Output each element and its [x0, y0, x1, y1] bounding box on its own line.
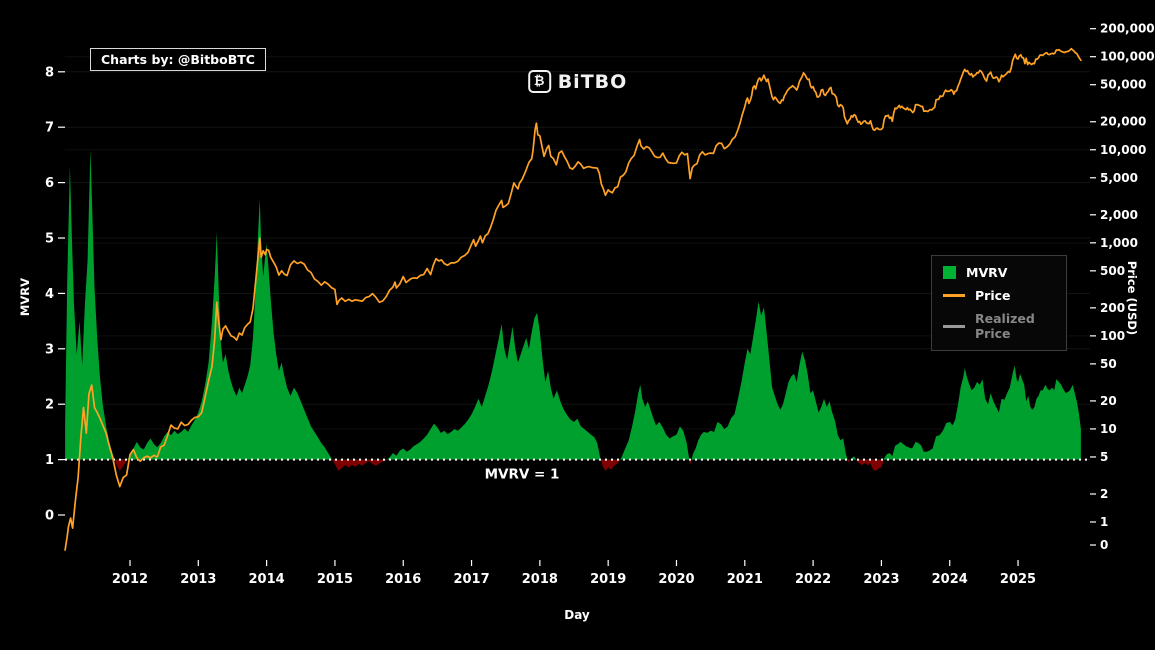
y-right-tick-label: 200 — [1100, 301, 1125, 315]
credit-text: Charts by: @BitboBTC — [101, 52, 255, 67]
gridlines — [65, 56, 1090, 461]
bitbo-logo: ₿ BiTBO — [527, 70, 628, 93]
x-tick-label: 2015 — [317, 572, 353, 587]
legend-swatch-mvrv — [943, 266, 956, 279]
y-right-tick-label: 20 — [1100, 394, 1117, 408]
y-right-tick-label: 10,000 — [1100, 143, 1146, 157]
mvrv-area-above-1 — [65, 149, 1081, 460]
y-left-tick-label: 0 — [45, 509, 54, 524]
x-tick-label: 2013 — [180, 572, 216, 587]
bitbo-logo-text: BiTBO — [557, 70, 628, 93]
x-tick-label: 2020 — [658, 572, 694, 587]
x-tick-label: 2022 — [795, 572, 831, 587]
y-left-axis-title: MVRV — [18, 278, 32, 316]
bitbo-logo-icon: ₿ — [527, 70, 551, 93]
x-tick-label: 2016 — [385, 572, 421, 587]
legend-label-price: Price — [975, 288, 1011, 303]
legend-item-price[interactable]: Price — [943, 288, 1055, 303]
price-line — [64, 47, 1082, 551]
y-right-tick-label: 2 — [1100, 487, 1108, 501]
x-tick-label: 2024 — [932, 572, 968, 587]
y-right-tick-label: 1 — [1100, 515, 1108, 529]
y-left-tick-label: 6 — [45, 176, 54, 191]
y-right-tick-label: 20,000 — [1100, 115, 1146, 129]
y-right-tick-label: 50,000 — [1100, 78, 1146, 92]
y-right-tick-label: 10 — [1100, 422, 1117, 436]
legend-swatch-price — [943, 294, 965, 297]
x-tick-label: 2014 — [249, 572, 285, 587]
y-left-tick-label: 4 — [45, 287, 54, 302]
mvrv-equals-1-annotation: MVRV = 1 — [485, 467, 560, 483]
x-tick-label: 2025 — [1000, 572, 1036, 587]
y-right-tick-label: 100,000 — [1100, 50, 1155, 64]
y-right-tick-label: 1,000 — [1100, 236, 1138, 250]
y-right-tick-label: 200,000 — [1100, 22, 1155, 36]
x-axis-title: Day — [564, 608, 590, 622]
y-left-tick-label: 1 — [45, 453, 54, 468]
x-tick-label: 2019 — [590, 572, 626, 587]
y-right-tick-label: 2,000 — [1100, 208, 1138, 222]
x-axis: 2012 2013 2014 2015 2016 2017 2018 2019 2020 2021… — [112, 560, 1036, 587]
y-right-tick-label: 5,000 — [1100, 171, 1138, 185]
y-left-tick-label: 3 — [45, 342, 54, 357]
y-left-tick-label: 2 — [45, 398, 54, 413]
legend: MVRV Price Realized Price — [931, 255, 1067, 351]
y-right-tick-label: 500 — [1100, 264, 1125, 278]
y-left-tick-label: 7 — [45, 121, 54, 136]
y-left-tick-label: 8 — [45, 65, 54, 80]
y-right-tick-label: 5 — [1100, 450, 1108, 464]
x-tick-label: 2021 — [727, 572, 763, 587]
y-right-tick-label: 0 — [1100, 538, 1108, 552]
y-left-axis: 0 1 2 3 4 5 6 7 8 — [45, 65, 65, 524]
x-tick-label: 2012 — [112, 572, 148, 587]
x-tick-label: 2017 — [453, 572, 489, 587]
legend-label-realized-price: Realized Price — [975, 311, 1035, 341]
y-right-axis: 200,000 100,000 50,000 20,000 10,000 5,000 2,0… — [1090, 22, 1155, 552]
legend-label-mvrv: MVRV — [966, 265, 1008, 280]
y-left-tick-label: 5 — [45, 232, 54, 247]
x-tick-label: 2023 — [863, 572, 899, 587]
y-right-tick-label: 50 — [1100, 357, 1117, 371]
legend-item-realized-price[interactable]: Realized Price — [943, 311, 1055, 341]
y-right-tick-label: 100 — [1100, 329, 1125, 343]
legend-item-mvrv[interactable]: MVRV — [943, 265, 1055, 280]
legend-swatch-realized-price — [943, 324, 965, 328]
y-right-axis-title: Price (USD) — [1125, 261, 1139, 335]
x-tick-label: 2018 — [522, 572, 558, 587]
credit-badge: Charts by: @BitboBTC — [90, 48, 266, 71]
